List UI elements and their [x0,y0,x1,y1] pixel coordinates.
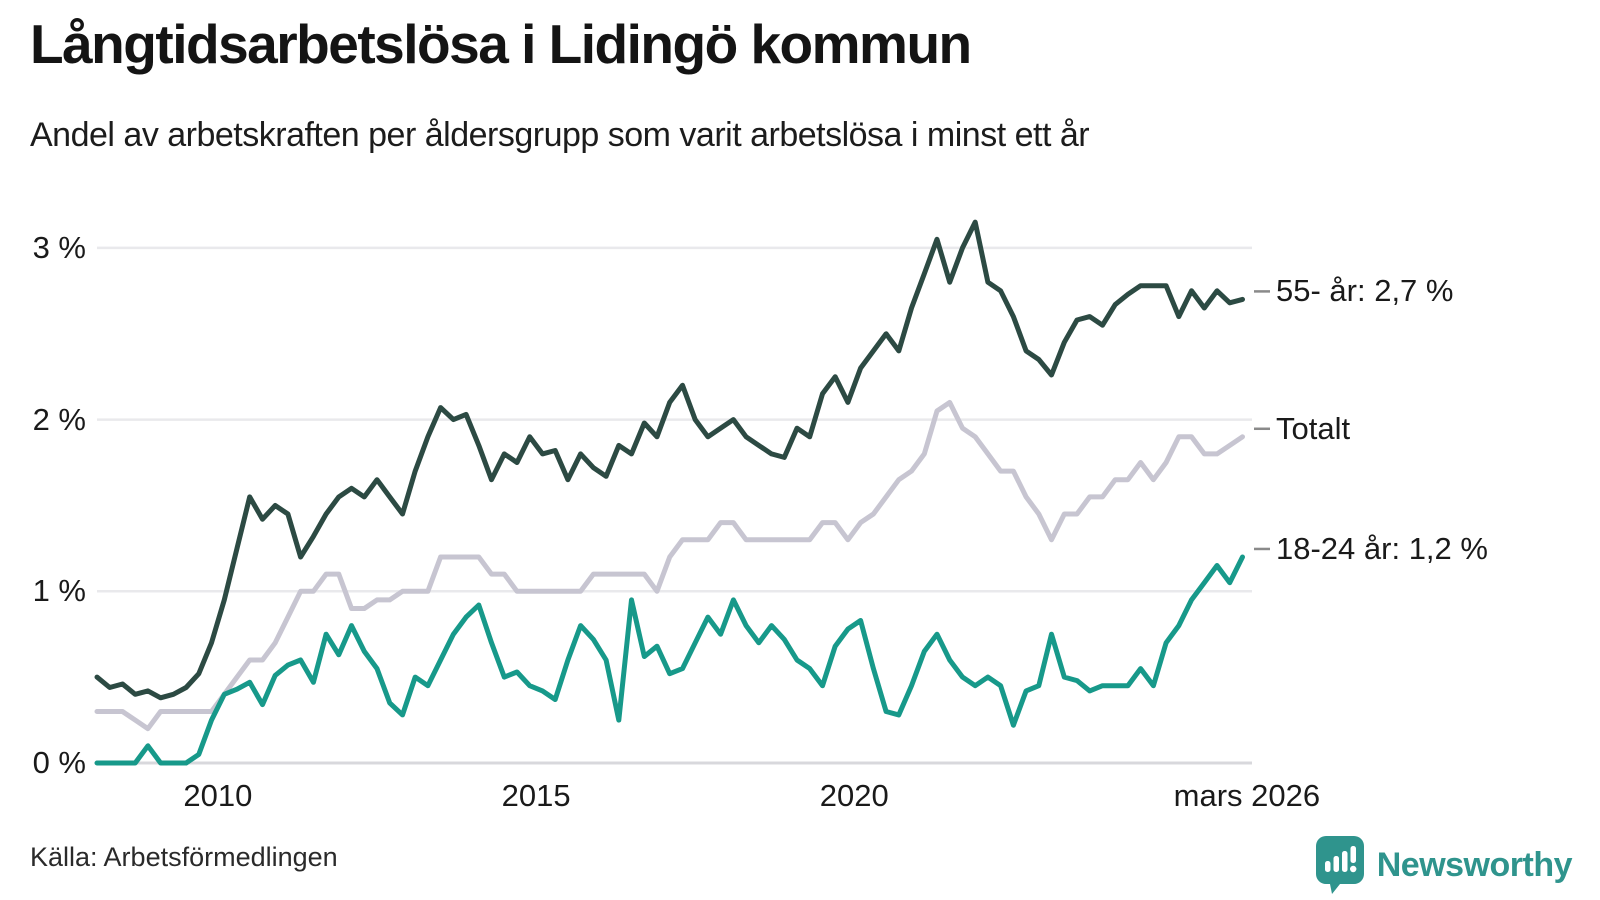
y-tick-label: 2 % [32,401,86,437]
x-tick-label: 2010 [183,778,253,813]
series-end-label: 18-24 år: 1,2 % [1276,530,1488,566]
series-line-18-24 år [94,554,1245,766]
series-end-label: Totalt [1276,410,1351,446]
y-tick-label: 1 % [32,573,86,609]
newsworthy-logo: Newsworthy [1315,836,1573,894]
newsworthy-logo-icon [1315,836,1364,894]
series-end-label: 55- år: 2,7 % [1276,273,1454,309]
x-tick-label: mars 2026 [1173,778,1321,813]
x-tick-label: 2015 [501,778,571,813]
y-tick-label: 0 % [32,745,86,780]
series-line-Totalt [94,399,1245,732]
y-tick-label: 3 % [32,229,86,265]
series-line-55- år [94,219,1245,701]
chart-title: Långtidsarbetslösa i Lidingö kommun [30,13,972,75]
x-tick-label: 2020 [819,778,889,813]
chart-subtitle: Andel av arbetskraften per åldersgrupp s… [30,116,1090,154]
source-caption: Källa: Arbetsförmedlingen [30,842,338,872]
newsworthy-logo-text: Newsworthy [1376,845,1573,884]
